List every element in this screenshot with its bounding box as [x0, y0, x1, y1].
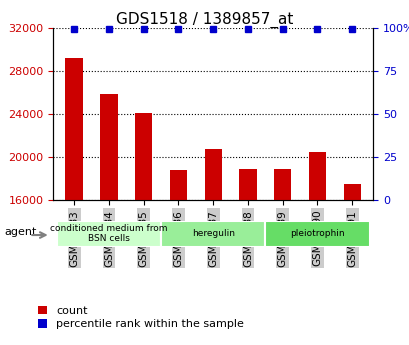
Bar [65, 58, 83, 345]
Text: heregulin: heregulin [191, 229, 234, 238]
FancyBboxPatch shape [56, 221, 161, 247]
Bar [343, 184, 360, 345]
FancyBboxPatch shape [161, 221, 265, 247]
Text: conditioned medium from
BSN cells: conditioned medium from BSN cells [50, 224, 167, 244]
Text: GDS1518 / 1389857_at: GDS1518 / 1389857_at [116, 12, 293, 28]
Text: pleiotrophin: pleiotrophin [290, 229, 344, 238]
Bar [169, 170, 187, 345]
FancyBboxPatch shape [265, 221, 369, 247]
Bar [204, 149, 221, 345]
Bar [239, 169, 256, 345]
Legend: count, percentile rank within the sample: count, percentile rank within the sample [38, 306, 243, 329]
Bar [273, 169, 291, 345]
Text: agent: agent [4, 227, 36, 237]
Bar [100, 95, 117, 345]
Bar [308, 151, 326, 345]
Bar [135, 113, 152, 345]
